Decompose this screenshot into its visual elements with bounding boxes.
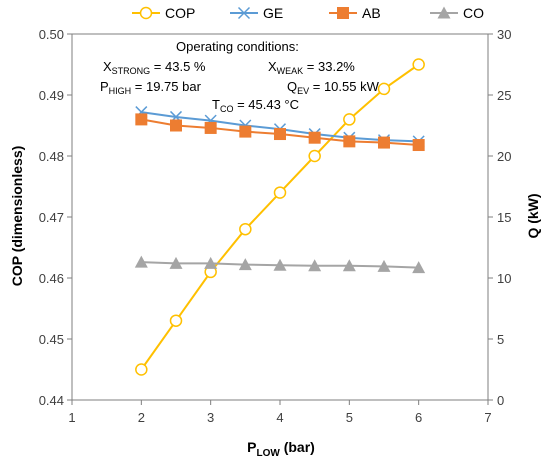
y-tick-label: 0.50: [39, 27, 64, 42]
legend-label-cop: COP: [165, 5, 195, 21]
y-tick-label: 0.45: [39, 332, 64, 347]
data-point-cop: [169, 314, 183, 327]
data-point-ab: [412, 139, 425, 152]
data-point-ab: [135, 113, 148, 126]
y-tick-label: 0.44: [39, 393, 64, 408]
data-point-cop: [273, 186, 287, 199]
data-point-ab: [204, 121, 217, 134]
data-point-co: [342, 259, 356, 272]
annotation-x-strong: XSTRONG = 43.5 %: [103, 59, 206, 76]
y2-tick-label: 10: [497, 271, 511, 286]
legend-label-co: CO: [463, 5, 484, 21]
data-point-co: [308, 259, 322, 272]
legend-marker-ge: [237, 6, 251, 20]
y-tick-label: 0.48: [39, 149, 64, 164]
legend-marker-ab: [337, 7, 349, 19]
y-tick-label: 0.49: [39, 88, 64, 103]
legend: COP GE AB CO: [132, 5, 484, 21]
y2-axis-title: Q (kW): [525, 193, 541, 238]
data-point-cop: [412, 58, 425, 71]
y-tick-label: 0.47: [39, 210, 64, 225]
data-point-ab: [274, 128, 286, 141]
data-point-cop: [135, 363, 148, 376]
plot-frame: [67, 33, 493, 405]
series-layer: [134, 58, 426, 376]
y2-tick-label: 25: [497, 88, 511, 103]
data-point-co: [273, 258, 287, 271]
y2-tick-label: 30: [497, 27, 511, 42]
data-point-cop: [377, 82, 391, 96]
annotation-x-weak: XWEAK = 33.2%: [268, 59, 355, 76]
annotation-p-high: PHIGH = 19.75 bar: [100, 79, 202, 96]
data-point-ab: [308, 131, 321, 144]
legend-marker-cop: [139, 6, 153, 20]
annotation-t-co: TCO = 45.43 °C: [212, 97, 299, 114]
data-point-cop: [308, 149, 321, 163]
data-point-cop: [239, 222, 252, 236]
data-point-ab: [378, 136, 390, 149]
legend-marker-co: [437, 6, 451, 19]
data-point-co: [238, 258, 252, 271]
tick-labels: 1 2 3 4 5 6 7 0.44 0.45 0.46 0.47 0.48 0.49 0.50 0 5 10 1…: [39, 27, 512, 425]
x-tick-label: 4: [276, 410, 283, 425]
legend-label-ge: GE: [263, 5, 283, 21]
y-axis-title: COP (dimensionless): [9, 146, 25, 287]
data-point-co: [134, 255, 148, 268]
y2-tick-label: 15: [497, 210, 511, 225]
x-tick-label: 3: [207, 410, 214, 425]
data-point-cop: [343, 113, 356, 126]
annotation-heading: Operating conditions:: [176, 39, 299, 54]
y-tick-label: 0.46: [39, 271, 64, 286]
data-point-ab: [170, 119, 182, 132]
y2-tick-label: 5: [497, 332, 504, 347]
y2-tick-label: 0: [497, 393, 504, 408]
x-tick-label: 6: [415, 410, 422, 425]
x-tick-label: 2: [138, 410, 145, 425]
y2-tick-label: 20: [497, 149, 511, 164]
data-point-co: [412, 261, 426, 274]
data-point-co: [204, 256, 218, 269]
data-point-co: [169, 256, 183, 269]
x-tick-label: 1: [68, 410, 75, 425]
legend-label-ab: AB: [362, 5, 381, 21]
x-axis-title: PLOW (bar): [247, 439, 315, 459]
data-point-ab: [239, 125, 252, 138]
x-tick-label: 7: [484, 410, 491, 425]
data-point-ab: [343, 135, 356, 148]
x-tick-label: 5: [346, 410, 353, 425]
data-point-co: [377, 259, 391, 272]
annotation-q-ev: QEV = 10.55 kW: [287, 79, 380, 96]
